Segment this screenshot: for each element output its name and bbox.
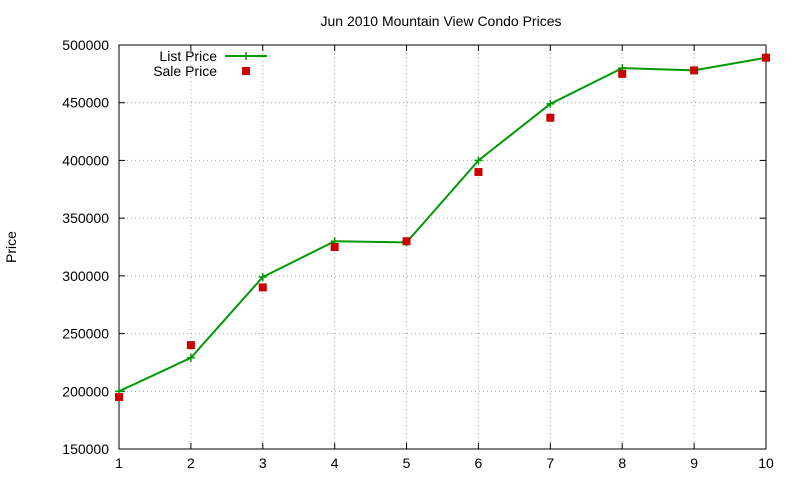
list-price-point: [258, 273, 267, 282]
series-layer: [115, 53, 770, 402]
sale-price-point: [690, 66, 699, 75]
legend-marker-list-price: [242, 52, 250, 60]
y-tick-label: 250000: [62, 326, 109, 342]
plot-frame: [118, 44, 767, 450]
sale-price-point: [258, 283, 267, 292]
y-tick-label: 200000: [62, 383, 109, 399]
y-axis-label: Price: [3, 231, 19, 263]
x-tick-label: 2: [187, 455, 195, 471]
y-tick-label: 350000: [62, 210, 109, 226]
y-tick-label: 300000: [62, 268, 109, 284]
legend-label: Sale Price: [153, 63, 217, 79]
y-tick-label: 500000: [62, 37, 109, 53]
x-tick-label: 6: [475, 455, 483, 471]
sale-price-point: [330, 243, 339, 251]
y-tick-label: 450000: [62, 95, 109, 111]
sale-price-point: [762, 53, 770, 62]
x-tick-label: 10: [758, 455, 774, 471]
list-price-point: [186, 353, 195, 362]
x-tick-label: 5: [403, 455, 411, 471]
sale-price-point: [618, 69, 627, 78]
list-price-point: [546, 99, 555, 108]
x-tick-label: 7: [546, 455, 554, 471]
sale-price-point: [402, 237, 411, 246]
series-list-price: [115, 53, 770, 396]
y-tick-label: 150000: [62, 441, 109, 457]
axis-ticks: 1 2 3 4 5 6 7 8 9 10 150000 200000 250000 300000 35000…: [62, 37, 774, 471]
x-tick-label: 3: [259, 455, 267, 471]
sale-price-point: [186, 341, 195, 350]
sale-price-point: [546, 113, 555, 122]
legend-label: List Price: [159, 48, 217, 64]
chart-title: Jun 2010 Mountain View Condo Prices: [320, 13, 561, 29]
sale-price-point: [474, 167, 483, 176]
x-tick-label: 9: [690, 455, 698, 471]
y-tick-label: 400000: [62, 152, 109, 168]
list-price-point: [474, 156, 483, 165]
series-sale-price: [115, 53, 770, 402]
x-tick-label: 8: [618, 455, 626, 471]
list-price-line: [118, 56, 767, 393]
sale-price-point: [115, 393, 123, 402]
x-tick-label: 1: [115, 455, 123, 471]
grid: [119, 45, 766, 449]
legend-swatch-sale-price: [242, 67, 250, 75]
x-tick-label: 4: [331, 455, 339, 471]
